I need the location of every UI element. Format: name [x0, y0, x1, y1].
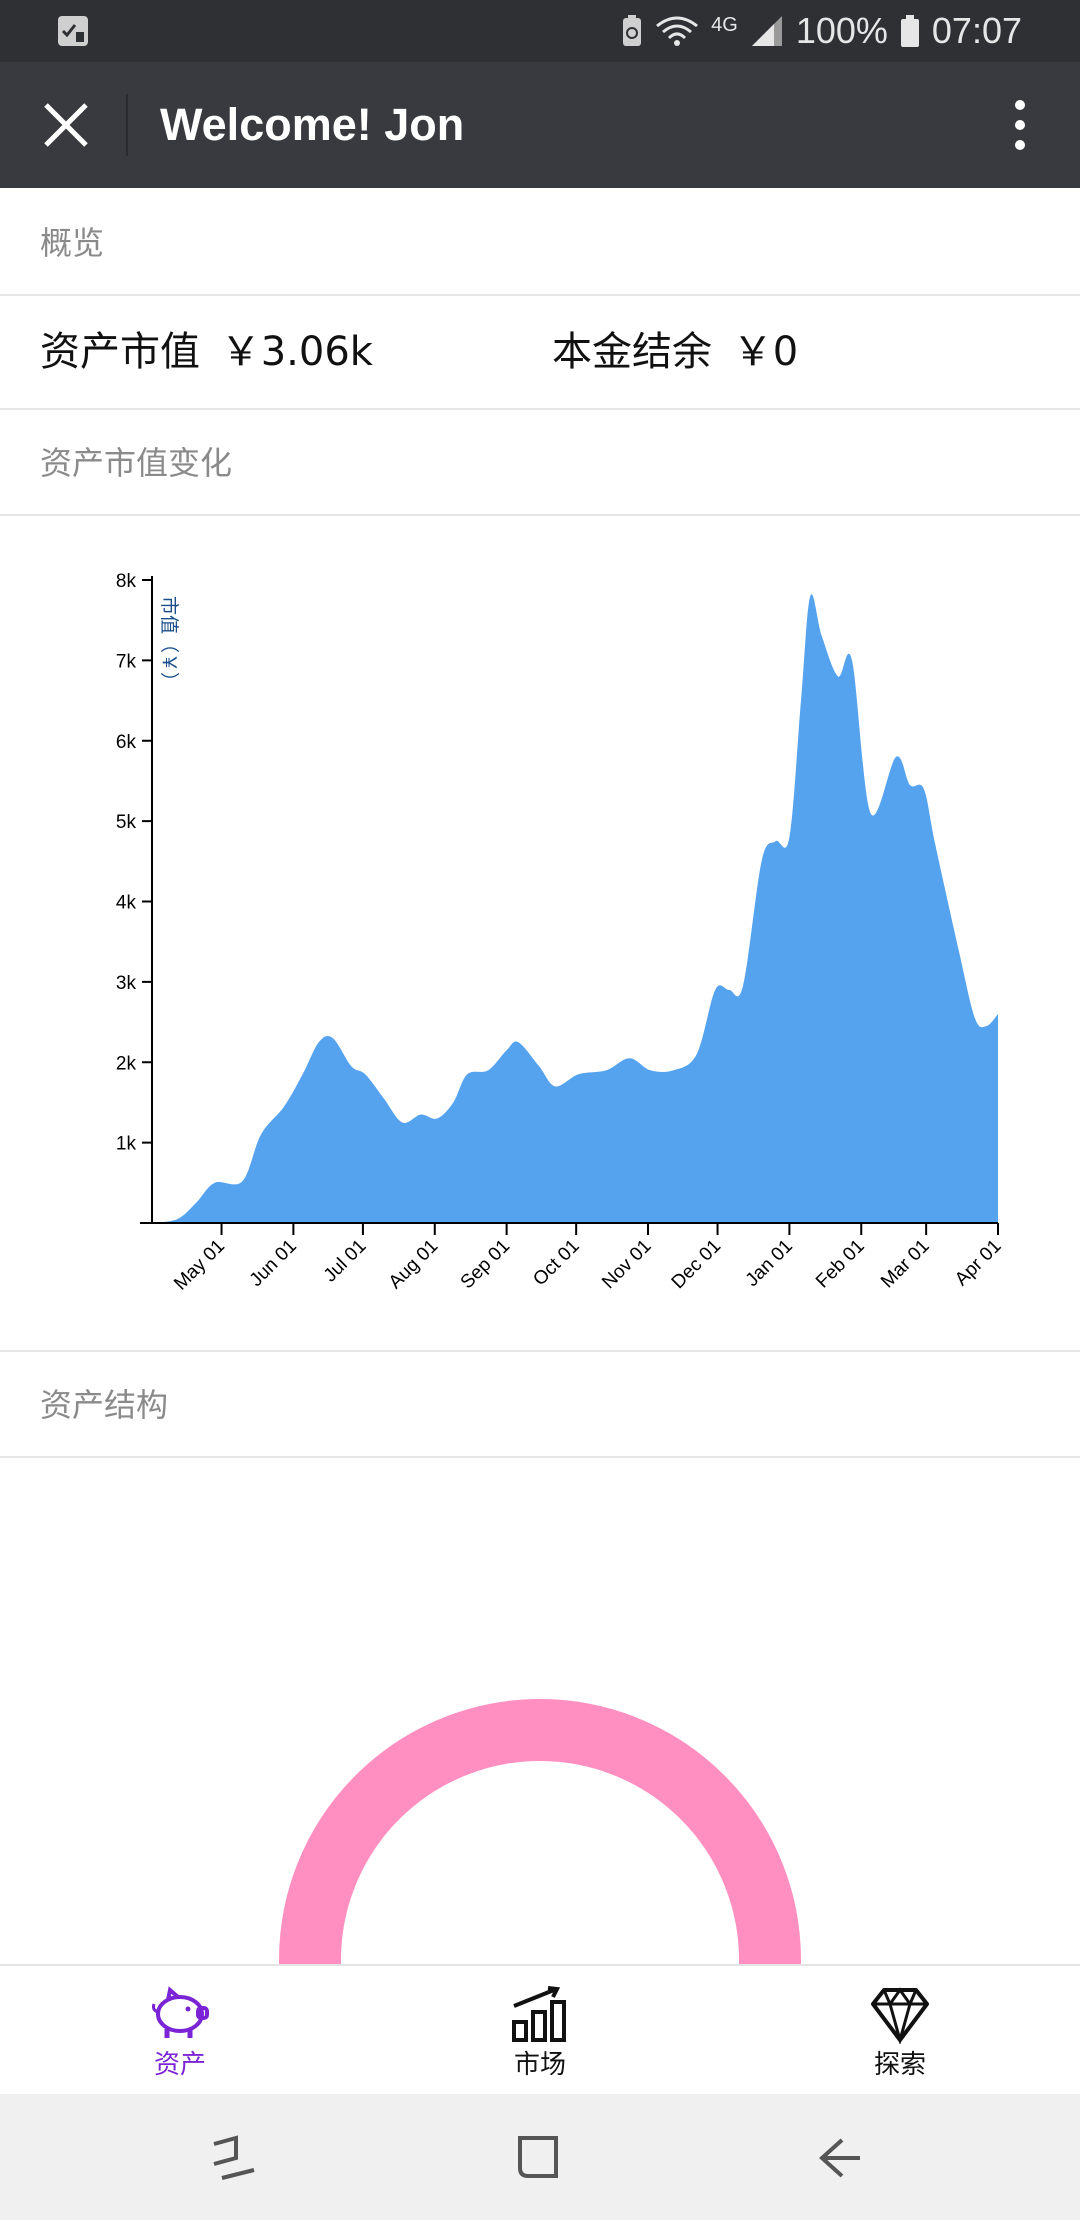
- back-icon[interactable]: [816, 2134, 864, 2182]
- page-title: Welcome! Jon: [160, 62, 464, 188]
- nav-label-assets: 资产: [80, 2044, 280, 2081]
- chart-bars-icon: [510, 1986, 570, 2044]
- piggy-bank-icon: [150, 1986, 210, 2040]
- y-tick-label: 8k: [116, 571, 137, 592]
- market-value-item: 资产市值 ￥3.06k: [40, 296, 373, 408]
- principal-item: 本金结余 ￥0: [552, 296, 798, 408]
- value-chart: 1k 2k 3k 4k 5k 6k 7k 8k 市值（￥） May 01 Jun 01 Jul 01 A…: [0, 518, 1080, 1350]
- wifi-icon: [655, 14, 699, 48]
- y-tick-label: 5k: [116, 812, 137, 833]
- app-bar: Welcome! Jon: [0, 62, 1080, 188]
- battery-saver-icon: [621, 14, 643, 48]
- summary-row: 资产市值 ￥3.06k 本金结余 ￥0: [0, 296, 1080, 410]
- x-tick-label: May 01: [170, 1236, 229, 1295]
- y-tick-label: 1k: [116, 1134, 137, 1155]
- system-navigation-bar: [0, 2094, 1080, 2220]
- signal-icon: [750, 14, 784, 48]
- x-tick-label: Feb 01: [812, 1236, 869, 1293]
- x-tick-label: Aug 01: [385, 1236, 442, 1293]
- x-tick-label: Apr 01: [951, 1236, 1005, 1290]
- nav-label-market: 市场: [440, 2044, 640, 2081]
- asset-structure-header: 资产结构: [0, 1352, 1080, 1458]
- y-tick-label: 7k: [116, 651, 137, 672]
- app-bar-divider: [126, 94, 128, 156]
- y-axis-label: 市值（￥）: [158, 596, 180, 691]
- sim-card-icon: [56, 14, 90, 48]
- asset-donut-chart: [0, 1460, 1080, 1966]
- status-bar: 4G 100% 07:07: [0, 0, 1080, 62]
- y-tick-label: 6k: [116, 732, 137, 753]
- x-tick-label: Nov 01: [598, 1236, 655, 1293]
- principal-value: ￥0: [733, 329, 798, 375]
- nav-item-explore[interactable]: 探索: [800, 1966, 1000, 2096]
- x-tick-label: Oct 01: [529, 1236, 583, 1290]
- nav-label-explore: 探索: [800, 2044, 1000, 2081]
- more-options-icon[interactable]: [1000, 93, 1040, 157]
- donut-segment: [310, 1730, 770, 1966]
- recent-apps-icon[interactable]: [210, 2134, 258, 2182]
- network-type: 4G: [711, 14, 738, 37]
- x-tick-label: Dec 01: [668, 1236, 725, 1293]
- x-tick-label: Sep 01: [457, 1236, 514, 1293]
- value-area-chart: 1k 2k 3k 4k 5k 6k 7k 8k 市值（￥） May 01 Jun 01 Jul 01 A…: [0, 518, 1080, 1350]
- clock: 07:07: [932, 10, 1022, 52]
- home-icon[interactable]: [514, 2134, 562, 2182]
- battery-icon: [900, 14, 920, 48]
- y-tick-label: 3k: [116, 973, 137, 994]
- asset-structure-chart: [0, 1460, 1080, 1966]
- diamond-icon: [870, 1986, 930, 2044]
- battery-percent: 100%: [796, 10, 888, 52]
- status-indicators: 4G 100% 07:07: [621, 0, 1022, 62]
- nav-item-market[interactable]: 市场: [440, 1966, 640, 2096]
- overview-header: 概览: [0, 190, 1080, 296]
- value-change-header: 资产市值变化: [0, 410, 1080, 516]
- y-tick-label: 4k: [116, 893, 137, 914]
- bottom-nav: 资产 市场 探索: [0, 1964, 1080, 2096]
- nav-item-assets[interactable]: 资产: [80, 1966, 280, 2096]
- x-tick-label: Mar 01: [877, 1236, 934, 1293]
- value-area: [152, 594, 998, 1223]
- market-value-label: 资产市值: [40, 329, 200, 375]
- x-tick-label: Jul 01: [320, 1236, 371, 1287]
- principal-label: 本金结余: [552, 329, 712, 375]
- close-icon[interactable]: [34, 93, 98, 157]
- market-value: ￥3.06k: [221, 329, 373, 375]
- x-tick-label: Jan 01: [742, 1236, 797, 1291]
- x-tick-label: Jun 01: [246, 1236, 301, 1291]
- y-tick-label: 2k: [116, 1053, 137, 1074]
